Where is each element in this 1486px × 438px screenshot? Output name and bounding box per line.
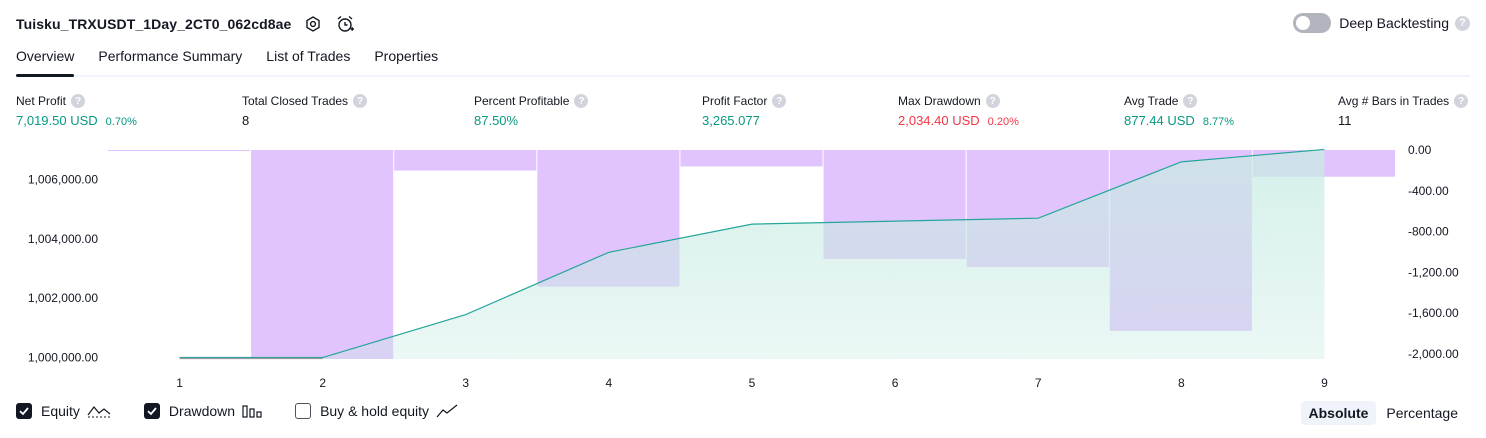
buy-hold-checkbox[interactable]: [295, 403, 312, 419]
strategy-title: Tuisku_TRXUSDT_1Day_2CT0_062cd8ae: [16, 16, 292, 32]
help-icon[interactable]: ?: [1454, 94, 1469, 108]
right-axis-tick-label: -800.00: [1408, 225, 1449, 239]
check-icon: [147, 407, 157, 416]
stat-label: Avg Trade: [1124, 94, 1179, 108]
equity-area: [179, 148, 1325, 360]
equity-fill: [179, 149, 1325, 359]
stat-label: Avg # Bars in Trades: [1338, 94, 1450, 108]
stat-label: Net Profit: [16, 94, 67, 108]
stat-max-drawdown: Max Drawdown? 2,034.40 USD 0.20%: [898, 93, 1019, 128]
tab-performance-summary[interactable]: Performance Summary: [98, 48, 243, 64]
equity-line-icon: [87, 406, 111, 418]
legend-buy-hold[interactable]: Buy & hold equity: [295, 403, 459, 419]
settings-icon[interactable]: [303, 14, 323, 34]
stat-total-closed-trades: Total Closed Trades? 8: [242, 93, 368, 128]
x-axis-tick-label: 3: [462, 376, 469, 390]
legend-drawdown[interactable]: Drawdown: [143, 403, 263, 419]
report-tabs: Overview Performance Summary List of Tra…: [16, 48, 1470, 77]
left-axis-tick-label: 1,002,000.00: [28, 291, 98, 305]
stat-percent: 0.20%: [987, 116, 1019, 128]
stat-label: Total Closed Trades: [242, 94, 349, 108]
stat-percent: 0.70%: [105, 116, 137, 128]
legend-buy-hold-label: Buy & hold equity: [320, 403, 430, 419]
deep-backtesting-label: Deep Backtesting: [1339, 15, 1449, 31]
tab-properties[interactable]: Properties: [374, 48, 439, 64]
help-icon[interactable]: ?: [1455, 15, 1470, 31]
equity-checkbox[interactable]: [16, 403, 32, 419]
help-icon[interactable]: ?: [71, 94, 86, 108]
right-axis-tick-label: -1,600.00: [1408, 306, 1459, 320]
chart-legend: Equity Drawdown Buy & hold equity: [16, 403, 491, 419]
legend-drawdown-label: Drawdown: [168, 403, 236, 419]
help-icon[interactable]: ?: [1183, 94, 1198, 108]
left-axis-tick-label: 1,000,000.00: [28, 351, 98, 365]
x-axis: 1 2 3 4 5 6 7 8 9: [176, 376, 1328, 390]
help-icon[interactable]: ?: [772, 94, 787, 108]
stat-value: 2,034.40 USD: [898, 113, 980, 128]
help-icon[interactable]: ?: [574, 94, 589, 108]
stat-avg-bars: Avg # Bars in Trades? 11: [1338, 93, 1469, 128]
deep-backtesting-toggle[interactable]: [1293, 13, 1332, 33]
help-icon[interactable]: ?: [353, 94, 368, 108]
left-axis: 1,000,000.00 1,002,000.00 1,004,000.00 1,00…: [28, 173, 98, 365]
stat-value: 87.50%: [474, 113, 519, 128]
x-axis-tick-label: 2: [319, 376, 326, 390]
stat-value: 7,019.50 USD: [16, 113, 98, 128]
right-axis-tick-label: -400.00: [1408, 184, 1449, 198]
absolute-button[interactable]: Absolute: [1300, 401, 1377, 425]
right-axis-tick-label: 0.00: [1408, 143, 1432, 157]
equity-line: [179, 148, 1325, 359]
alarm-add-icon[interactable]: [335, 14, 355, 34]
legend-equity[interactable]: Equity: [16, 403, 112, 419]
x-axis-tick-label: 1: [176, 376, 183, 390]
tab-list-of-trades[interactable]: List of Trades: [266, 48, 351, 64]
drawdown-bars-icon: [242, 405, 262, 418]
stat-value: 3,265.077: [702, 113, 760, 128]
drawdown-bar: [394, 150, 537, 171]
right-axis-tick-label: -2,000.00: [1408, 347, 1459, 361]
report-header: Tuisku_TRXUSDT_1Day_2CT0_062cd8ae: [16, 12, 355, 36]
stat-percent: 8.77%: [1202, 116, 1235, 128]
x-axis-tick-label: 9: [1321, 376, 1328, 390]
x-axis-tick-label: 6: [892, 376, 899, 390]
equity-drawdown-chart[interactable]: 1,000,000.00 1,002,000.00 1,004,000.00 1,00…: [0, 140, 1486, 395]
value-mode-toggle: Absolute Percentage: [1299, 401, 1467, 425]
stat-percent-profitable: Percent Profitable? 87.50%: [474, 93, 589, 128]
right-axis: 0.00 -400.00 -800.00 -1,200.00 -1,600.00 -2,0…: [1408, 143, 1459, 361]
check-icon: [19, 407, 29, 416]
drawdown-bar: [108, 150, 251, 152]
stat-value: 877.44 USD: [1124, 113, 1195, 128]
drawdown-checkbox[interactable]: [143, 403, 160, 419]
stat-net-profit: Net Profit? 7,019.50 USD 0.70%: [16, 93, 137, 128]
x-axis-tick-label: 8: [1178, 376, 1185, 390]
stat-value: 8: [242, 113, 250, 128]
stat-label: Profit Factor: [702, 94, 768, 108]
left-axis-tick-label: 1,006,000.00: [28, 173, 98, 187]
x-axis-tick-label: 5: [749, 376, 756, 390]
toggle-knob: [1296, 16, 1311, 30]
percentage-button[interactable]: Percentage: [1386, 405, 1458, 421]
stat-label: Max Drawdown: [898, 94, 981, 108]
deep-backtesting-control: Deep Backtesting ?: [1293, 13, 1470, 33]
buy-hold-line-icon: [436, 404, 458, 418]
left-axis-tick-label: 1,004,000.00: [28, 232, 98, 246]
tab-overview[interactable]: Overview: [16, 48, 75, 77]
stat-avg-trade: Avg Trade? 877.44 USD 8.77%: [1124, 93, 1234, 128]
right-axis-tick-label: -1,200.00: [1408, 265, 1459, 279]
x-axis-tick-label: 4: [606, 376, 613, 390]
stat-label: Percent Profitable: [474, 94, 570, 108]
drawdown-bar: [251, 150, 394, 359]
x-axis-tick-label: 7: [1035, 376, 1042, 390]
stat-profit-factor: Profit Factor? 3,265.077: [702, 93, 787, 128]
drawdown-bar: [680, 150, 823, 167]
stat-value: 11: [1338, 113, 1352, 128]
summary-stats: Net Profit? 7,019.50 USD 0.70% Total Clos…: [0, 93, 1486, 133]
legend-equity-label: Equity: [41, 403, 80, 419]
help-icon[interactable]: ?: [985, 94, 1000, 108]
